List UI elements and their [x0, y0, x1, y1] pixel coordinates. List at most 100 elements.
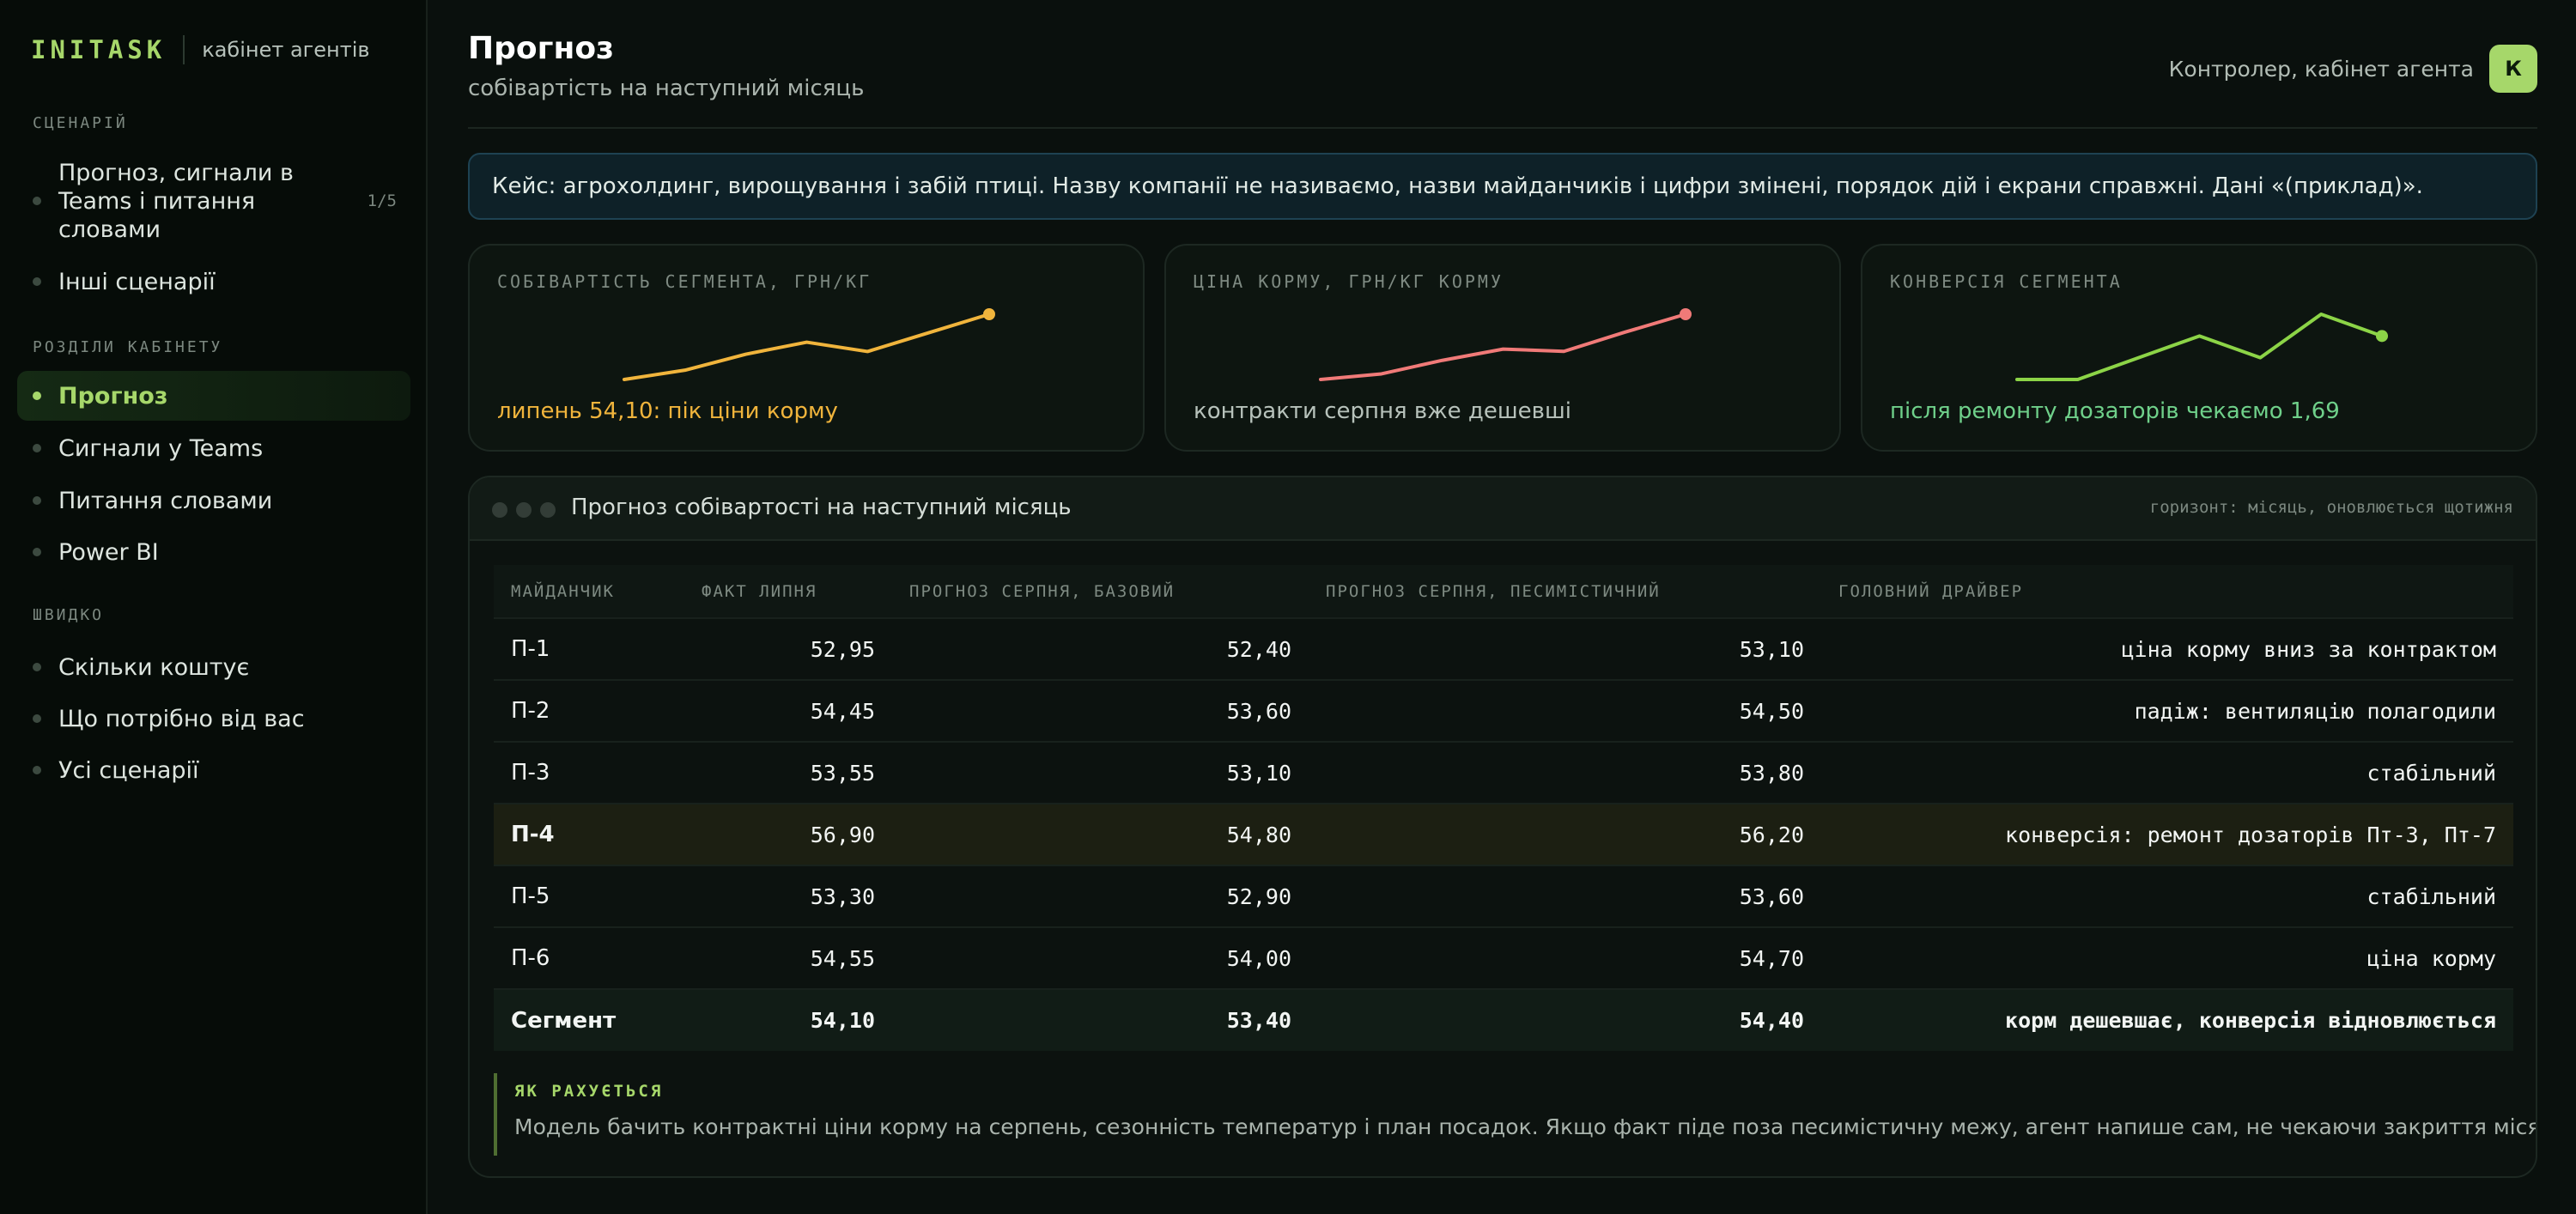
- calculation-note: ЯК РАХУЄТЬСЯ Модель бачить контрактні ці…: [494, 1073, 2536, 1156]
- fact-cell: 56,90: [684, 803, 892, 865]
- sparkline-endpoint: [2376, 330, 2388, 343]
- case-banner: Кейс: агрохолдинг, вирощування і забій п…: [468, 153, 2537, 220]
- driver-cell: стабільний: [1821, 741, 2513, 804]
- sparkline-conversion: [2015, 313, 2388, 381]
- bullet-icon: [33, 663, 41, 671]
- table-row: П-5 53,30 52,90 53,60 стабільний: [494, 865, 2513, 927]
- pessimistic-cell: 53,60: [1309, 865, 1821, 927]
- site-cell: П-2: [494, 679, 684, 742]
- section-title-quick: ШВИДКО: [33, 606, 105, 624]
- sidebar-item-label: Скільки коштує: [58, 653, 250, 681]
- sparkline-endpoint: [983, 308, 995, 320]
- brand-logo[interactable]: INITASK: [31, 35, 167, 64]
- column-header: ФАКТ ЛИПНЯ: [684, 565, 892, 618]
- panel-header: Прогноз собівартості на наступний місяць…: [470, 477, 2536, 541]
- sidebar-item-label: Power BI: [58, 538, 159, 566]
- section-title-scenario: СЦЕНАРІЙ: [33, 114, 128, 132]
- driver-cell: корм дешевшає, конверсія відновлюється: [1821, 988, 2513, 1051]
- page-subtitle: собівартість на наступний місяць: [468, 76, 865, 101]
- pessimistic-cell: 54,40: [1309, 988, 1821, 1051]
- sidebar-item-scenario[interactable]: Прогноз, сигнали в Teams і питання слова…: [17, 159, 410, 243]
- kpi-title: КОНВЕРСІЯ СЕГМЕНТА: [1890, 271, 2123, 292]
- pessimistic-cell: 53,80: [1309, 741, 1821, 804]
- table-row: П-1 52,95 52,40 53,10 ціна корму вниз за…: [494, 617, 2513, 680]
- sidebar-item-questions[interactable]: Питання словами: [17, 485, 410, 516]
- column-header: ГОЛОВНИЙ ДРАЙВЕР: [1821, 565, 2513, 618]
- site-cell: П-3: [494, 741, 684, 804]
- bullet-icon: [33, 714, 41, 723]
- bullet-icon: [33, 392, 41, 400]
- kpi-note: після ремонту дозаторів чекаємо 1,69: [1890, 398, 2340, 424]
- sidebar-item-label: Інші сценарії: [58, 268, 216, 295]
- base-cell: 53,60: [892, 679, 1309, 742]
- table-row: П-3 53,55 53,10 53,80 стабільний: [494, 741, 2513, 804]
- site-cell: П-5: [494, 865, 684, 927]
- table-row-total: Сегмент 54,10 53,40 54,40 корм дешевшає,…: [494, 988, 2513, 1051]
- forecast-table: МАЙДАНЧИК ФАКТ ЛИПНЯ ПРОГНОЗ СЕРПНЯ, БАЗ…: [494, 565, 2513, 1051]
- window-dot-icon: [492, 502, 507, 518]
- sidebar-item-label: Усі сценарії: [58, 756, 199, 784]
- sparkline-line: [1319, 313, 1687, 381]
- sparkline-endpoint: [1680, 308, 1692, 320]
- base-cell: 52,90: [892, 865, 1309, 927]
- bullet-icon: [33, 277, 41, 286]
- base-cell: 52,40: [892, 617, 1309, 680]
- pessimistic-cell: 54,50: [1309, 679, 1821, 742]
- driver-cell: ціна корму вниз за контрактом: [1821, 617, 2513, 680]
- sidebar-item-label: Питання словами: [58, 487, 273, 514]
- avatar[interactable]: К: [2489, 45, 2537, 93]
- bullet-icon: [33, 766, 41, 774]
- user-menu[interactable]: Контролер, кабінет агента К: [2169, 45, 2537, 93]
- table-header-row: МАЙДАНЧИК ФАКТ ЛИПНЯ ПРОГНОЗ СЕРПНЯ, БАЗ…: [494, 565, 2513, 618]
- base-cell: 53,40: [892, 988, 1309, 1051]
- kpi-title: ЦІНА КОРМУ, ГРН/КГ КОРМУ: [1194, 271, 1504, 292]
- sidebar-item-label: Прогноз: [58, 382, 168, 410]
- column-header: ПРОГНОЗ СЕРПНЯ, ПЕСИМІСТИЧНИЙ: [1309, 565, 1821, 618]
- calculation-title: ЯК РАХУЄТЬСЯ: [514, 1082, 664, 1101]
- panel-title: Прогноз собівартості на наступний місяць: [571, 495, 1072, 520]
- brand-divider: [183, 35, 185, 64]
- bullet-icon: [33, 197, 41, 205]
- fact-cell: 54,45: [684, 679, 892, 742]
- sidebar-item-label: Що потрібно від вас: [58, 705, 305, 732]
- driver-cell: ціна корму: [1821, 926, 2513, 989]
- sparkline-line: [2015, 313, 2384, 381]
- sidebar-item-teams-signals[interactable]: Сигнали у Teams: [17, 433, 410, 464]
- sidebar-item-other-scenarios[interactable]: Інші сценарії: [17, 266, 410, 297]
- kpi-card-conversion: КОНВЕРСІЯ СЕГМЕНТА після ремонту дозатор…: [1861, 244, 2537, 452]
- kpi-title: СОБІВАРТІСТЬ СЕГМЕНТА, ГРН/КГ: [497, 271, 872, 292]
- sidebar-item-power-bi[interactable]: Power BI: [17, 537, 410, 568]
- sidebar-item-requirements[interactable]: Що потрібно від вас: [17, 703, 410, 734]
- table-row-highlighted: П-4 56,90 54,80 56,20 конверсія: ремонт …: [494, 803, 2513, 865]
- kpi-card-feed-price: ЦІНА КОРМУ, ГРН/КГ КОРМУ контракти серпн…: [1164, 244, 1841, 452]
- window-dot-icon: [540, 502, 556, 518]
- sparkline-cost: [623, 308, 995, 381]
- sidebar-item-label: Прогноз, сигнали в Teams і питання слова…: [58, 159, 294, 243]
- scenario-count: 1/5: [367, 191, 397, 210]
- page-title: Прогноз: [468, 31, 614, 66]
- base-cell: 54,00: [892, 926, 1309, 989]
- column-header: МАЙДАНЧИК: [494, 565, 684, 618]
- bullet-icon: [33, 548, 41, 556]
- site-cell: Сегмент: [494, 988, 684, 1051]
- fact-cell: 54,10: [684, 988, 892, 1051]
- bullet-icon: [33, 496, 41, 505]
- sidebar-item-pricing[interactable]: Скільки коштує: [17, 652, 410, 683]
- sidebar: INITASK кабінет агентів СЦЕНАРІЙ Прогноз…: [0, 0, 428, 1214]
- user-label: Контролер, кабінет агента: [2168, 56, 2474, 82]
- calculation-text: Модель бачить контрактні ціни корму на с…: [514, 1114, 2537, 1139]
- fact-cell: 53,30: [684, 865, 892, 927]
- sidebar-item-all-scenarios[interactable]: Усі сценарії: [17, 755, 410, 786]
- brand-subtitle: кабінет агентів: [202, 38, 370, 62]
- sparkline-line: [623, 313, 991, 381]
- sidebar-item-forecast[interactable]: Прогноз: [17, 371, 410, 421]
- driver-cell: стабільний: [1821, 865, 2513, 927]
- forecast-panel: Прогноз собівартості на наступний місяць…: [468, 476, 2537, 1178]
- pessimistic-cell: 56,20: [1309, 803, 1821, 865]
- table-row: П-6 54,55 54,00 54,70 ціна корму: [494, 926, 2513, 989]
- bullet-icon: [33, 444, 41, 452]
- brand: INITASK кабінет агентів: [31, 33, 370, 67]
- sidebar-item-label: Сигнали у Teams: [58, 434, 264, 462]
- pessimistic-cell: 53,10: [1309, 617, 1821, 680]
- kpi-note: липень 54,10: пік ціни корму: [497, 398, 838, 424]
